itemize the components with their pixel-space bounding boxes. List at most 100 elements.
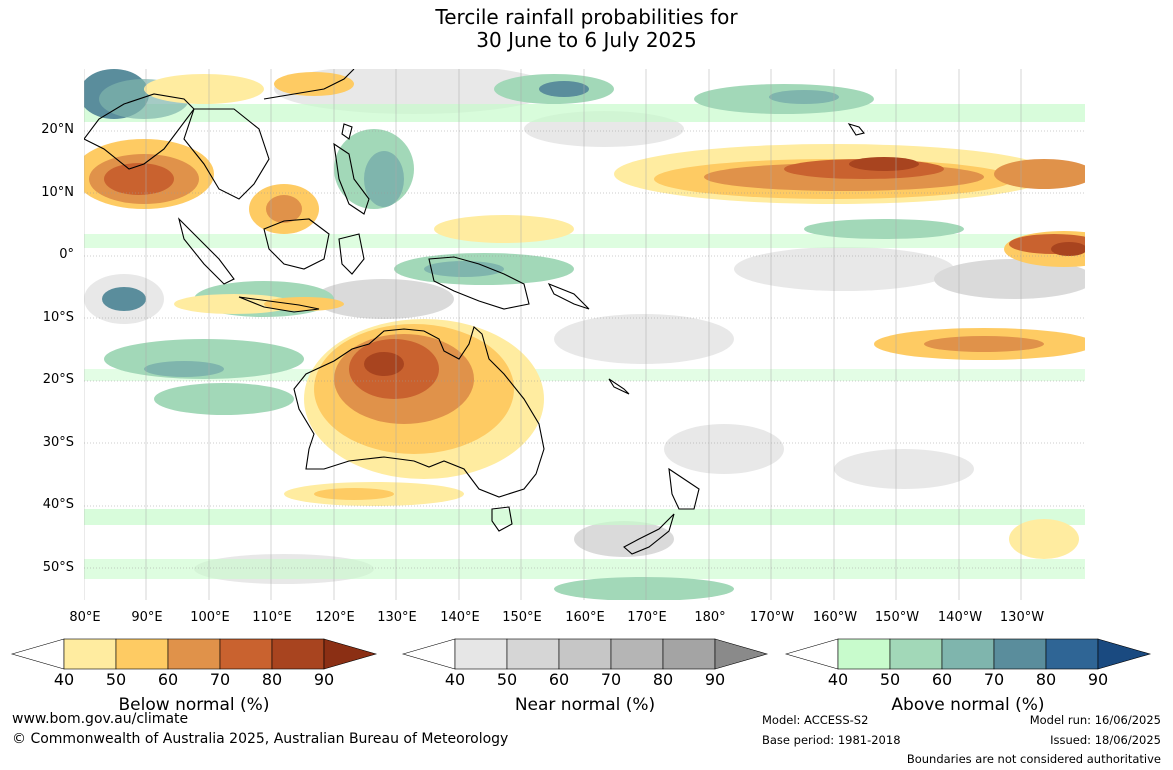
lon-label-150e: 150°E	[502, 610, 542, 625]
lat-label-30s: 30°S	[42, 435, 74, 450]
colorbar-below-normal	[10, 638, 378, 670]
hawaii-coast	[847, 123, 865, 136]
cb0-seg-0	[10, 638, 65, 670]
cb0-tick-60: 60	[157, 670, 179, 689]
base-period: Base period: 1981-2018	[762, 733, 901, 747]
lon-label-170e: 170°E	[627, 610, 667, 625]
lon-label-110e: 110°E	[252, 610, 292, 625]
colorbar-above-normal	[784, 638, 1152, 670]
cb0-seg-2	[115, 638, 169, 670]
map-svg	[84, 69, 1085, 600]
lon-label-140e: 140°E	[440, 610, 480, 625]
cb2-tick-40: 40	[827, 670, 849, 689]
cb1-seg-5	[662, 638, 716, 670]
cb0-seg-6	[323, 638, 378, 670]
cb0-tick-40: 40	[53, 670, 75, 689]
cb0-seg-4	[219, 638, 273, 670]
model-run-date: Model run: 16/06/2025	[1029, 713, 1161, 727]
sulawesi-coast	[338, 233, 365, 275]
lon-label-130e: 130°E	[377, 610, 417, 625]
cb0-tick-50: 50	[105, 670, 127, 689]
cb1-tick-50: 50	[496, 670, 518, 689]
lat-label-20n: 20°N	[41, 122, 74, 137]
issued-date: Issued: 18/06/2025	[1050, 733, 1161, 747]
cb2-seg-0	[784, 638, 839, 670]
india-coast	[84, 93, 195, 170]
cb1-tick-70: 70	[600, 670, 622, 689]
lon-label-90e: 90°E	[131, 610, 163, 625]
colorbar-near-normal	[401, 638, 769, 670]
cb1-seg-2	[506, 638, 560, 670]
lon-label-80e: 80°E	[69, 610, 101, 625]
cb0-seg-3	[167, 638, 221, 670]
probability-map	[84, 69, 1085, 600]
taiwan-coast	[341, 123, 353, 140]
lat-label-50s: 50°S	[42, 560, 74, 575]
lon-label-180: 180°	[694, 610, 726, 625]
copyright-text: © Commonwealth of Australia 2025, Austra…	[12, 731, 509, 747]
cb2-tick-50: 50	[879, 670, 901, 689]
new-guinea-coast	[428, 256, 530, 310]
cb2-tick-60: 60	[931, 670, 953, 689]
lon-label-120e: 120°E	[315, 610, 355, 625]
model-name: Model: ACCESS-S2	[762, 713, 869, 727]
above-normal-label: Above normal (%)	[891, 695, 1045, 715]
cb2-seg-4	[993, 638, 1047, 670]
new-caledonia-coast	[608, 378, 630, 395]
graticule	[84, 130, 1085, 569]
cb1-seg-6	[714, 638, 769, 670]
colorbar-above-svg	[784, 638, 1152, 670]
boundaries-disclaimer: Boundaries are not considered authoritat…	[906, 752, 1161, 766]
meridians	[84, 69, 1022, 600]
lon-label-160w: 160°W	[812, 610, 858, 625]
philippines-coast	[333, 142, 370, 215]
cb0-seg-5	[271, 638, 325, 670]
java-coast	[238, 296, 320, 313]
lat-label-equator: 0°	[59, 247, 74, 262]
nz-north-coast	[668, 467, 700, 510]
lon-label-150w: 150°W	[874, 610, 920, 625]
lat-label-40s: 40°S	[42, 497, 74, 512]
near-normal-patches	[84, 69, 1085, 584]
cb0-seg-1	[63, 638, 117, 670]
cb2-tick-80: 80	[1035, 670, 1057, 689]
cb2-seg-6	[1097, 638, 1152, 670]
cb1-seg-4	[610, 638, 664, 670]
lon-label-140w: 140°W	[937, 610, 983, 625]
lat-label-20s: 20°S	[42, 372, 74, 387]
cb1-seg-0	[401, 638, 456, 670]
below-normal-patches	[84, 72, 1085, 559]
lat-label-10s: 10°S	[42, 310, 74, 325]
borneo-coast	[263, 218, 330, 270]
solomons-coast	[547, 282, 590, 310]
cb1-tick-60: 60	[548, 670, 570, 689]
below-normal-label: Below normal (%)	[118, 695, 270, 715]
indochina-coast	[183, 108, 270, 200]
cb2-seg-3	[941, 638, 995, 670]
lat-label-10n: 10°N	[41, 185, 74, 200]
near-normal-label: Near normal (%)	[514, 695, 656, 715]
cb1-seg-3	[558, 638, 612, 670]
australia-coast	[293, 326, 545, 498]
cb1-tick-90: 90	[704, 670, 726, 689]
cb0-tick-90: 90	[313, 670, 335, 689]
website-link[interactable]: www.bom.gov.au/climate	[12, 711, 189, 727]
colorbar-near-svg	[401, 638, 769, 670]
cb2-seg-5	[1045, 638, 1099, 670]
china-coast	[263, 69, 355, 100]
cb1-seg-1	[454, 638, 508, 670]
lon-label-100e: 100°E	[190, 610, 230, 625]
lon-label-130w: 130°W	[999, 610, 1045, 625]
cb0-tick-70: 70	[209, 670, 231, 689]
cb2-tick-90: 90	[1087, 670, 1109, 689]
cb2-seg-2	[889, 638, 943, 670]
map-title: Tercile rainfall probabilities for 30 Ju…	[0, 6, 1173, 52]
cb1-tick-80: 80	[652, 670, 674, 689]
coastlines	[84, 69, 865, 555]
cb1-tick-40: 40	[444, 670, 466, 689]
lon-label-170w: 170°W	[749, 610, 795, 625]
title-line-1: Tercile rainfall probabilities for	[435, 5, 738, 29]
cb2-tick-70: 70	[983, 670, 1005, 689]
tasmania-coast	[491, 506, 513, 532]
cb0-tick-80: 80	[261, 670, 283, 689]
